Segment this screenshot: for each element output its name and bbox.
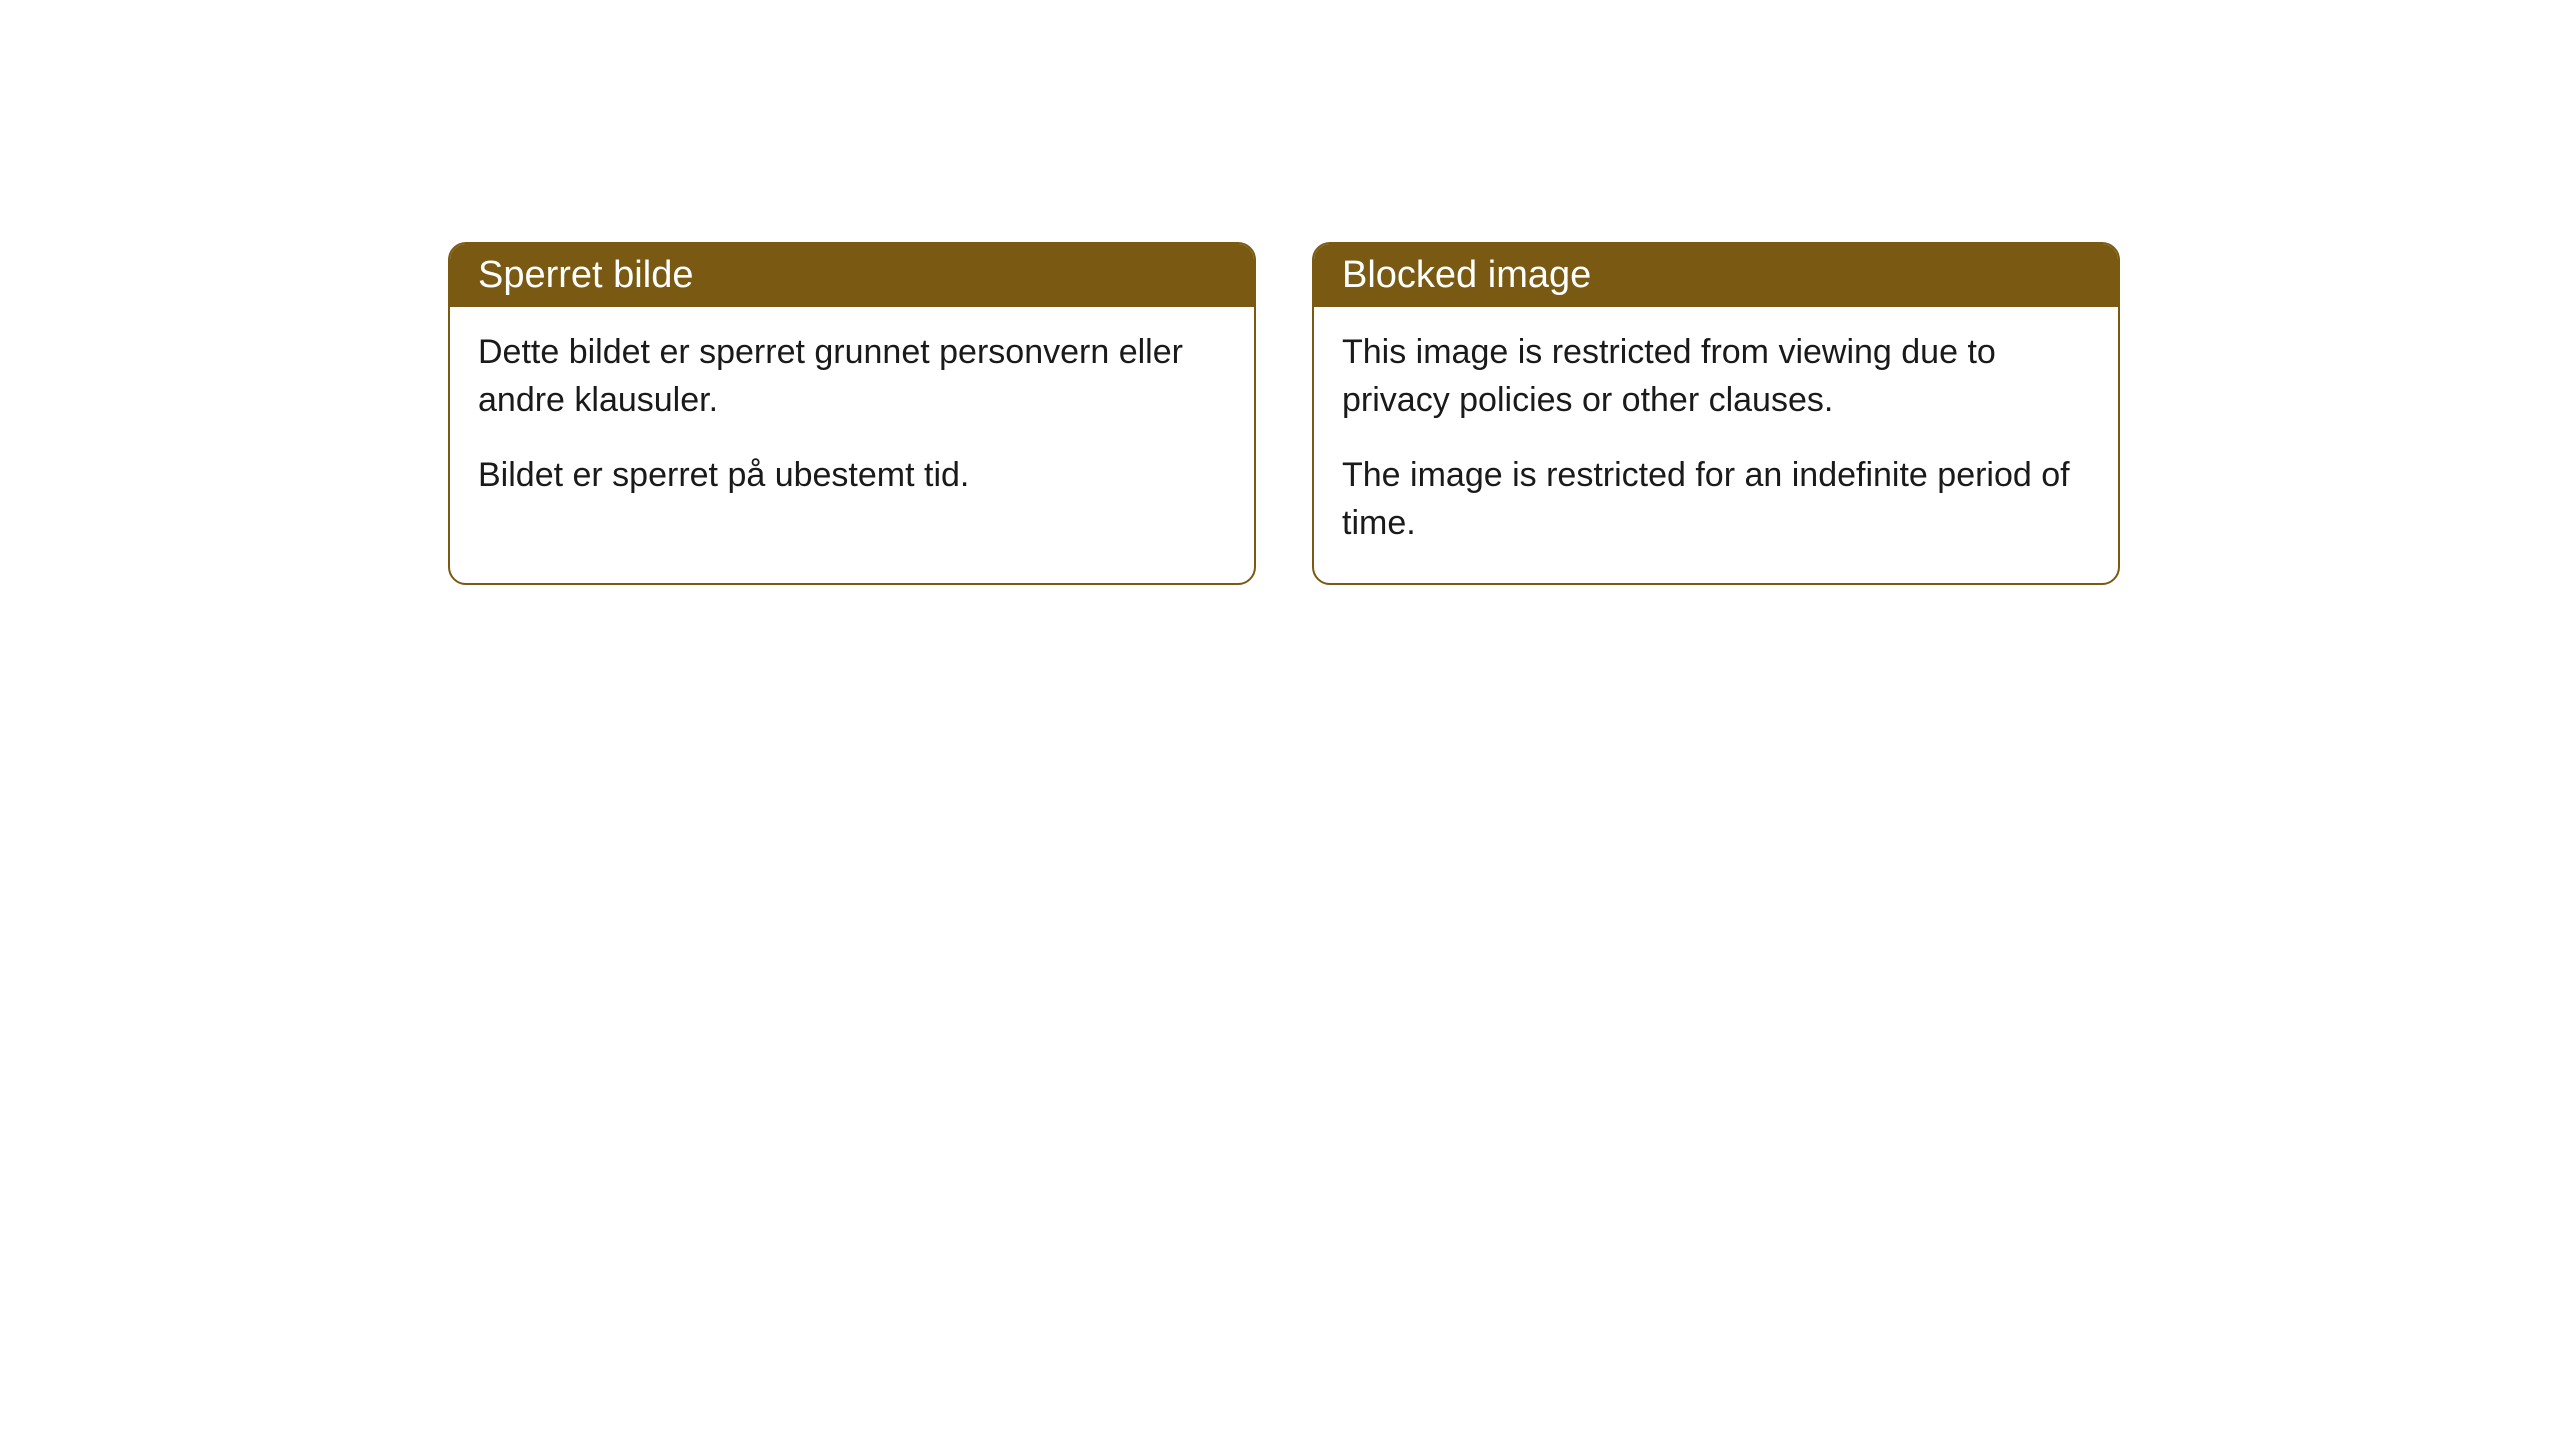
card-paragraph-2-norwegian: Bildet er sperret på ubestemt tid.: [478, 452, 1226, 500]
card-body-norwegian: Dette bildet er sperret grunnet personve…: [450, 307, 1254, 536]
card-title-norwegian: Sperret bilde: [478, 254, 693, 296]
card-paragraph-2-english: The image is restricted for an indefinit…: [1342, 452, 2090, 547]
card-body-english: This image is restricted from viewing du…: [1314, 307, 2118, 583]
card-header-english: Blocked image: [1314, 244, 2118, 307]
card-paragraph-1-english: This image is restricted from viewing du…: [1342, 329, 2090, 424]
card-paragraph-1-norwegian: Dette bildet er sperret grunnet personve…: [478, 329, 1226, 424]
card-title-english: Blocked image: [1342, 254, 1591, 296]
notice-cards-container: Sperret bilde Dette bildet er sperret gr…: [448, 242, 2120, 585]
blocked-image-card-norwegian: Sperret bilde Dette bildet er sperret gr…: [448, 242, 1256, 585]
blocked-image-card-english: Blocked image This image is restricted f…: [1312, 242, 2120, 585]
card-header-norwegian: Sperret bilde: [450, 244, 1254, 307]
